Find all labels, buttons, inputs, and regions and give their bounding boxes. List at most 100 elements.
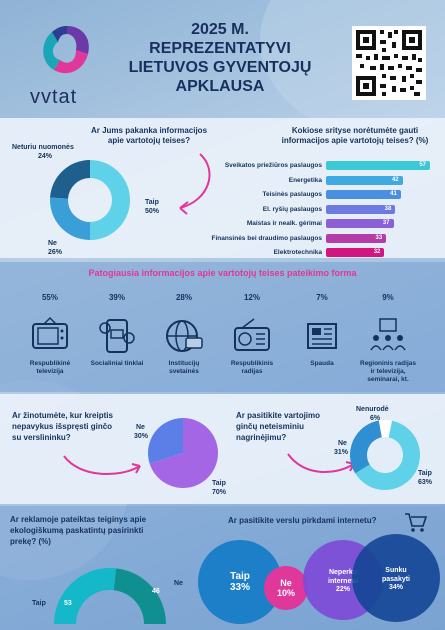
website-icon [166, 320, 203, 352]
q2-bar-label: El. ryšių paslaugos [262, 205, 322, 213]
q6-label-ne: Ne [174, 580, 183, 587]
q2-bar-label: Finansinės bei draudimo paslaugos [211, 234, 322, 242]
q6-label-taip: Taip [32, 600, 46, 607]
q1-label-taip: Taip [145, 199, 159, 206]
q6-value-ne: 46 [152, 588, 160, 595]
q1-value-neturiu: 24% [38, 153, 53, 160]
q3-caption: Regioninis radijas ir televizija, semina… [360, 360, 416, 383]
q1-question: Ar Jums pakanka informacijos apie vartot… [74, 126, 224, 146]
q3-title: Patogiausia informacijos apie vartotojų … [88, 268, 357, 278]
q3-percentage: 55% [41, 293, 58, 302]
q6-question-line-2: ekologiškumą paskatintų pasirinkti [10, 526, 144, 535]
q2-bar-label: Maistas ir nealk. gėrimai [246, 220, 322, 227]
q4-slice-0 [149, 418, 218, 488]
tv-icon [32, 316, 68, 349]
q1-value-taip: 50% [145, 208, 160, 215]
q1-question-line-1: Ar Jums pakanka informacijos [90, 126, 208, 135]
seminar-icon [370, 318, 406, 351]
q2-bar: 32 [326, 248, 385, 257]
social-media-icon [99, 319, 135, 353]
q1-slice-0 [90, 160, 130, 240]
q7-ne-label: Ne [280, 578, 292, 588]
q2-bar: 38 [326, 204, 396, 214]
q2-bar-value: 38 [384, 205, 392, 212]
q7-question: Ar pasitikite verslu pirkdami internetu? [228, 516, 377, 525]
q4-value-ne: 30% [134, 433, 149, 440]
title-line-4: APKLAUSA [175, 78, 265, 95]
q1-question-line-2: apie vartotojų teises? [107, 136, 191, 145]
title-line-2: REPREZENTATYVI [149, 40, 291, 57]
q7-bubble-sunku: Sunku pasakyti 34% [352, 534, 440, 622]
q2-bar-label: Elektrotechnika [273, 249, 322, 256]
q2-bar-value: 32 [373, 249, 381, 255]
q5-label-nenurode: Nenurodė [356, 406, 389, 413]
q2-bar-value: 33 [375, 234, 383, 241]
q3-percentage: 12% [243, 293, 260, 302]
header: vvtat 2025 M. REPREZENTATYVI LIETUVOS GY… [0, 0, 445, 118]
q7-ne-value: 10% [276, 588, 295, 598]
q1-slice-1 [50, 197, 90, 240]
q2-bar-label: Teisinės paslaugos [262, 191, 322, 198]
q2-bar: 57 [326, 161, 430, 170]
q7-taip-label: Taip [230, 571, 250, 582]
q6-question-line-3: prekę? (%) [10, 537, 51, 546]
q7-neperku-value: 22% [335, 585, 350, 593]
q5-question-line-1: Ar pasitikite vartojimo [236, 411, 321, 420]
title-line-1: 2025 M. [191, 21, 249, 38]
q2-bar-label: Sveikatos priežiūros paslaugos [224, 162, 322, 169]
q6-gauge-chart [54, 568, 166, 624]
logo-icon [43, 26, 89, 74]
q2-bar: 41 [326, 190, 401, 199]
q5-slice-1 [350, 420, 382, 474]
q6-slice-taip [54, 568, 117, 624]
q1-value-ne: 26% [48, 249, 63, 256]
q5-slice-0 [355, 420, 420, 490]
q5-value-nenurode: 6% [370, 415, 381, 422]
q4-label-ne: Ne [136, 424, 145, 431]
q2-bar-label: Energetika [288, 176, 322, 184]
title-line-3: LIETUVOS GYVENTOJŲ [128, 59, 312, 76]
q2-bar-value: 42 [391, 176, 399, 183]
q5-question-line-3: nagrinėjimu? [236, 433, 287, 442]
arrow-icon [179, 153, 211, 215]
qr-code-icon [352, 26, 426, 100]
shopping-cart-icon [405, 513, 428, 532]
q3-percentage: 9% [382, 293, 394, 302]
q2-bar: 33 [326, 233, 387, 243]
q2-question: Kokiose srityse norėtumėte gauti informa… [270, 126, 440, 146]
q4-pie-chart [148, 418, 218, 488]
q3-caption: Institucijų svetainės [168, 360, 200, 375]
arrow-icon [63, 455, 141, 475]
q4-question-line-2: nepavykus išspręsti ginčo [12, 422, 113, 431]
q5-label-ne: Ne [338, 440, 347, 447]
q4-value-taip: 70% [212, 489, 227, 496]
q5-donut-chart [350, 420, 420, 490]
q3-caption: Respublikinis radijas [230, 360, 274, 375]
q6-question: Ar reklamoje pateiktas teiginys apie eko… [10, 514, 200, 547]
q2-bar: 37 [326, 219, 394, 228]
q7-taip-value: 33% [229, 582, 250, 593]
q1-slice-2 [50, 160, 90, 199]
q5-value-ne: 31% [334, 449, 349, 456]
q2-question-line-1: Kokiose srityse norėtumėte gauti [291, 126, 419, 135]
q3-caption: Socialiniai tinklai [90, 360, 144, 367]
page-title: 2025 M. REPREZENTATYVI LIETUVOS GYVENTOJ… [120, 20, 320, 96]
q4-question-line-3: su verslininku? [12, 433, 71, 442]
q4-question-line-1: Ar žinotumėte, kur kreiptis [12, 411, 113, 420]
logo-text: vvtat [30, 86, 78, 108]
radio-icon [234, 318, 270, 351]
q2-question-line-2: informacijos apie vartotojų teises? (%) [281, 136, 429, 145]
q7-bubble-ne: Ne 10% [264, 566, 308, 610]
q5-slice-2 [378, 420, 392, 438]
q3-caption: Spauda [310, 360, 334, 367]
q4-label-taip: Taip [212, 480, 226, 487]
q7-neperku-label: Neperku internetu [328, 568, 358, 585]
q2-bar-value: 41 [390, 191, 397, 197]
q1-label-neturiu: Neturiu nuomonės [12, 144, 74, 151]
q3-caption: Respublikinė televizija [29, 360, 71, 375]
q7-sunku-value: 34% [388, 583, 403, 591]
q4-slice-1 [148, 418, 183, 464]
newspaper-icon [307, 323, 337, 349]
q5-label-taip: Taip [418, 470, 432, 477]
